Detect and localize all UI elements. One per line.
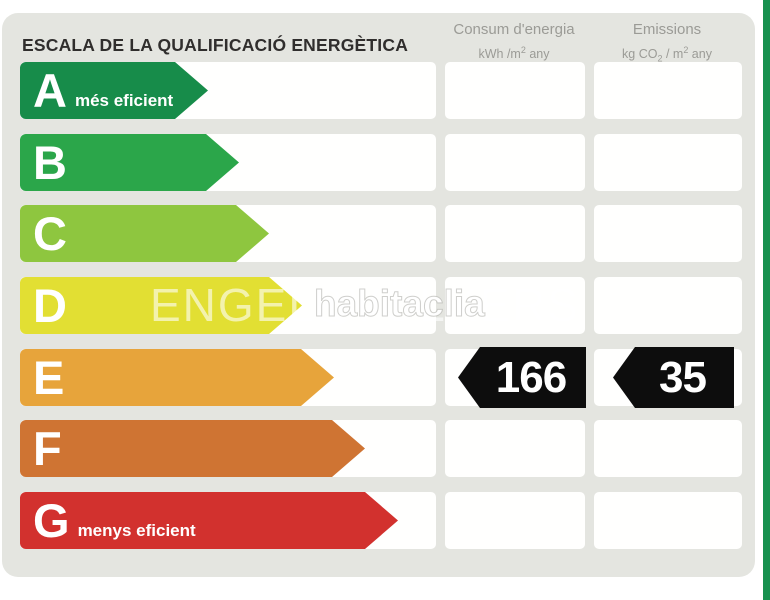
rating-row-d: D [2,277,755,334]
rating-arrow-body: D [20,277,269,334]
rating-letter: A [33,64,67,117]
rating-arrow-body: F [20,420,332,477]
rating-note: menys eficient [77,521,196,540]
emissions-cell [594,420,742,477]
emissions-header-label: Emissions [632,21,702,38]
rating-arrow-e: E [20,349,334,406]
page-title: ESCALA DE LA QUALIFICACIÓ ENERGÈTICA [22,35,409,55]
consum-cell [445,277,585,334]
rating-arrow-tip [301,349,334,406]
rating-arrow-d: D [20,277,302,334]
rating-row-e: E 166 35 [2,347,755,408]
rating-arrow-tip [365,492,398,549]
emissions-cell [594,277,742,334]
rating-letter: F [33,422,62,475]
rating-row-f: F [2,420,755,477]
consum-cell [445,492,585,549]
rating-letter: D [33,279,67,332]
rating-arrow-f: F [20,420,365,477]
emissions-cell [594,205,742,262]
rating-arrow-c: C [20,205,269,262]
rating-note: més eficient [74,91,174,110]
consum-header-unit: kWh /m2 any [478,45,550,62]
consum-cell [445,134,585,191]
rating-arrow-body: C [20,205,236,262]
consum-value-badge: 166 [458,347,586,408]
emissions-cell [594,62,742,119]
rating-letter: E [33,351,65,404]
rating-arrow-body: B [20,134,206,191]
emissions-value-badge: 35 [613,347,734,408]
rating-arrow-tip [206,134,239,191]
emissions-cell [594,134,742,191]
energy-certificate-panel: ESCALA DE LA QUALIFICACIÓ ENERGÈTICA Con… [2,13,755,577]
consum-header-label: Consum d'energia [453,21,575,38]
right-edge-green-stripe [763,0,770,600]
consum-cell [445,62,585,119]
rating-letter: B [33,136,67,189]
rating-arrow-tip [269,277,302,334]
rating-letter: G [33,494,70,547]
rating-row-b: B [2,134,755,191]
column-header-emissions: Emissions kg CO2 / m2 any [592,20,742,67]
rating-arrow-tip [236,205,269,262]
emissions-cell [594,492,742,549]
column-header-consum: Consum d'energia kWh /m2 any [443,20,585,62]
rating-arrow-tip [332,420,365,477]
rating-arrow-b: B [20,134,239,191]
rating-arrow-tip [175,62,208,119]
emissions-header-unit: kg CO2 / m2 any [622,45,712,64]
consum-cell [445,205,585,262]
rating-row-c: C [2,205,755,262]
rating-arrow-body: E [20,349,301,406]
rating-letter: C [33,207,67,260]
consum-cell [445,420,585,477]
